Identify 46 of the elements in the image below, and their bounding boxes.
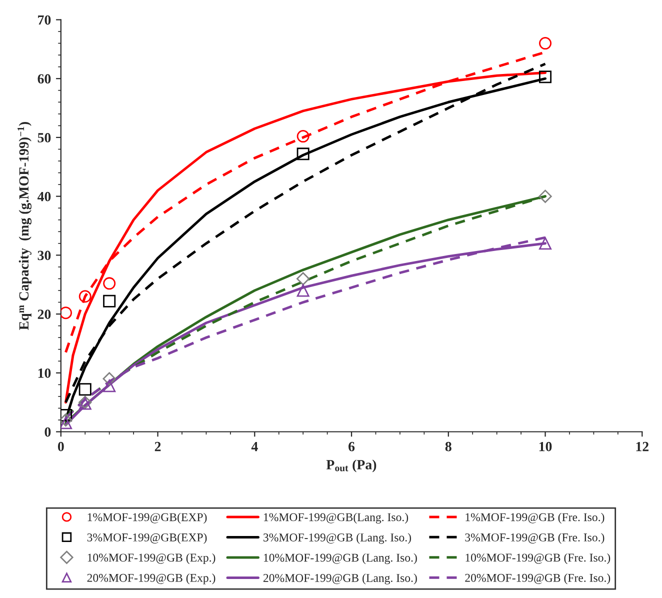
point <box>296 272 310 286</box>
x-tick-label: 12 <box>636 442 648 452</box>
y-tick-label: 40 <box>37 192 51 202</box>
point <box>60 306 72 320</box>
legend-label: 10%MOF-199@GB (Lang. Iso.) <box>264 553 417 564</box>
point <box>296 130 310 143</box>
y-tick-label: 50 <box>38 133 51 142</box>
legend-label: 1%MOF-199@GB(Lang. Iso.) <box>264 512 408 524</box>
x-axis-title: P$_{out}$ (Pa) <box>326 460 376 472</box>
point <box>103 294 116 308</box>
legend-label: 20%MOF-199@GB (Fre. Iso.) <box>465 574 610 584</box>
point <box>60 416 72 430</box>
x-tick-label: 0 <box>58 442 64 452</box>
point <box>539 37 552 50</box>
point <box>78 290 92 303</box>
y-tick-label: 0 <box>44 427 51 437</box>
point <box>539 70 552 84</box>
x-tick-label: 6 <box>348 442 355 452</box>
legend-label: 20%MOF-199@GB (Lang. Iso.) <box>263 574 417 584</box>
y-axis-title: Eq$^{m}$ Capacity (mg (g.MOF-199)$^{−1}$) <box>18 122 32 330</box>
x-tick-label: 10 <box>539 442 552 452</box>
legend-label: 1%MOF-199@GB(EXP) <box>88 512 207 524</box>
y-tick-label: 20 <box>38 310 51 319</box>
point <box>78 383 92 396</box>
point <box>102 372 116 386</box>
y-tick-label: 60 <box>38 74 51 84</box>
y-tick-label: 10 <box>38 368 51 378</box>
y-tick-label: 70 <box>38 15 51 25</box>
point <box>103 380 116 392</box>
legend-label: 1%MOF-199@GB (Fre. Iso.) <box>466 512 604 524</box>
point <box>103 277 116 290</box>
legend-label: 3%MOF-199@GB (Lang. Iso.) <box>264 533 412 544</box>
x-tick-label: 4 <box>251 442 258 452</box>
legend-label: 3%MOF-199@GB(EXP) <box>87 533 207 544</box>
x-tick-label: 2 <box>154 442 161 452</box>
legend-label: 10%MOF-199@GB (Exp.) <box>88 553 216 564</box>
y-tick-label: 30 <box>38 250 51 260</box>
point <box>538 190 552 203</box>
point <box>296 284 310 297</box>
point <box>296 148 310 160</box>
point <box>60 413 72 427</box>
point <box>539 237 552 250</box>
legend-label: 20%MOF-199@GB (Exp.) <box>87 574 216 584</box>
legend-label: 10%MOF-199@GB (Fre. Iso.) <box>466 553 610 564</box>
legend-label: 3%MOF-199@GB (Fre. Iso.) <box>465 533 604 544</box>
x-tick-label: 8 <box>445 442 452 452</box>
